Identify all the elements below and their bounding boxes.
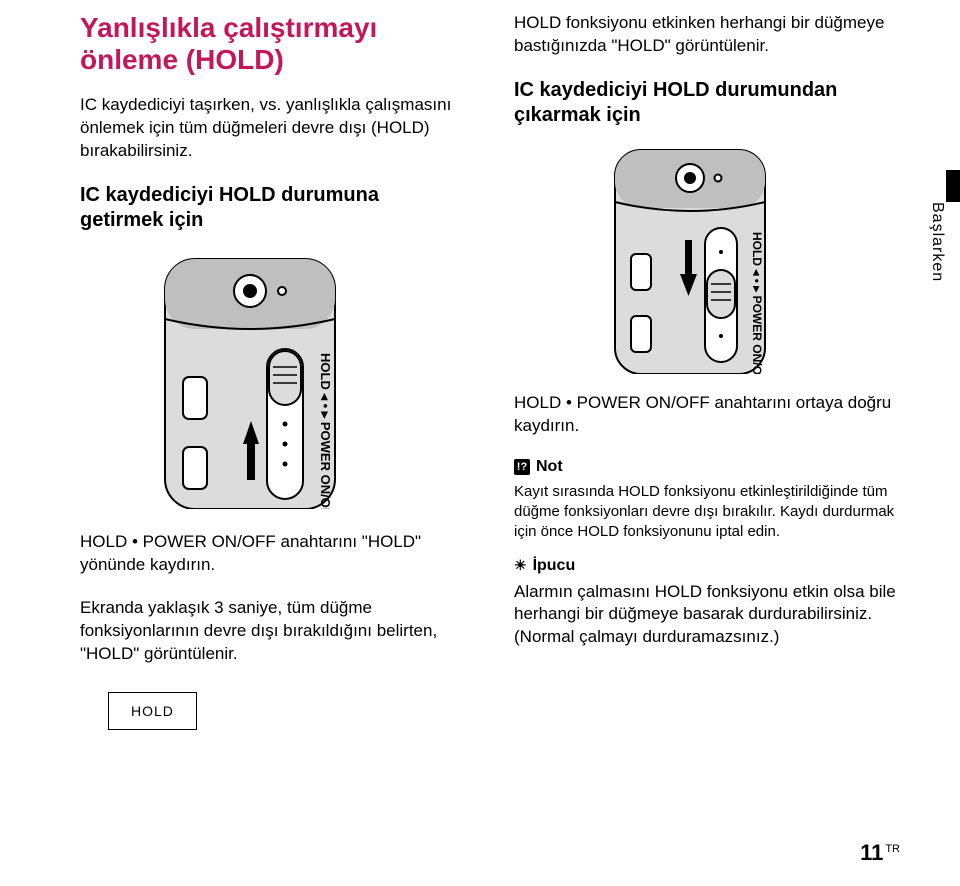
note-body: Kayıt sırasında HOLD fonksiyonu etkinleş…	[514, 482, 900, 543]
intro-text: IC kaydediciyi taşırken, vs. yanlışlıkla…	[80, 94, 466, 163]
page-title: Yanlışlıkla çalıştırmayı önleme (HOLD)	[80, 12, 466, 76]
tip-body: Alarmın çalmasını HOLD fonksiyonu etkin …	[514, 581, 900, 650]
instruction-left-1: HOLD • POWER ON/OFF anahtarını "HOLD" yö…	[80, 531, 466, 577]
tip-heading: ☀ İpucu	[514, 557, 900, 575]
note-head-text: Not	[536, 458, 563, 476]
page-number-suffix: TR	[885, 843, 900, 855]
svg-text:HOLD ◂ • ▸ POWER ON/OFF: HOLD ◂ • ▸ POWER ON/OFF	[750, 232, 764, 374]
side-tab-marker	[946, 170, 960, 202]
instruction-right: HOLD • POWER ON/OFF anahtarını ortaya do…	[514, 392, 900, 438]
hold-display-box: HOLD	[108, 692, 197, 730]
instruction-left-2: Ekranda yaklaşık 3 saniye, tüm düğme fon…	[80, 597, 466, 666]
note-icon: !?	[514, 459, 530, 475]
sub-heading-right: IC kaydediciyi HOLD durumundan çıkarmak …	[514, 78, 900, 128]
right-column: HOLD fonksiyonu etkinken herhangi bir dü…	[514, 12, 900, 730]
page-number-value: 11	[860, 840, 883, 865]
tip-head-text: İpucu	[533, 557, 576, 575]
device-illustration-left: HOLD ◂ • ▸ POWER ON/OFF	[143, 249, 403, 509]
right-intro: HOLD fonksiyonu etkinken herhangi bir dü…	[514, 12, 900, 58]
svg-text:HOLD ◂ • ▸ POWER ON/OFF: HOLD ◂ • ▸ POWER ON/OFF	[318, 353, 333, 509]
sub-heading-left: IC kaydediciyi HOLD durumuna getirmek iç…	[80, 183, 466, 233]
device-illustration-right: HOLD ◂ • ▸ POWER ON/OFF	[597, 144, 817, 374]
note-heading: !? Not	[514, 458, 900, 476]
side-tab-label: Başlarken	[928, 202, 946, 282]
left-column: Yanlışlıkla çalıştırmayı önleme (HOLD) I…	[80, 12, 466, 730]
page-number: 11TR	[860, 840, 900, 866]
tip-icon: ☀	[514, 557, 527, 574]
